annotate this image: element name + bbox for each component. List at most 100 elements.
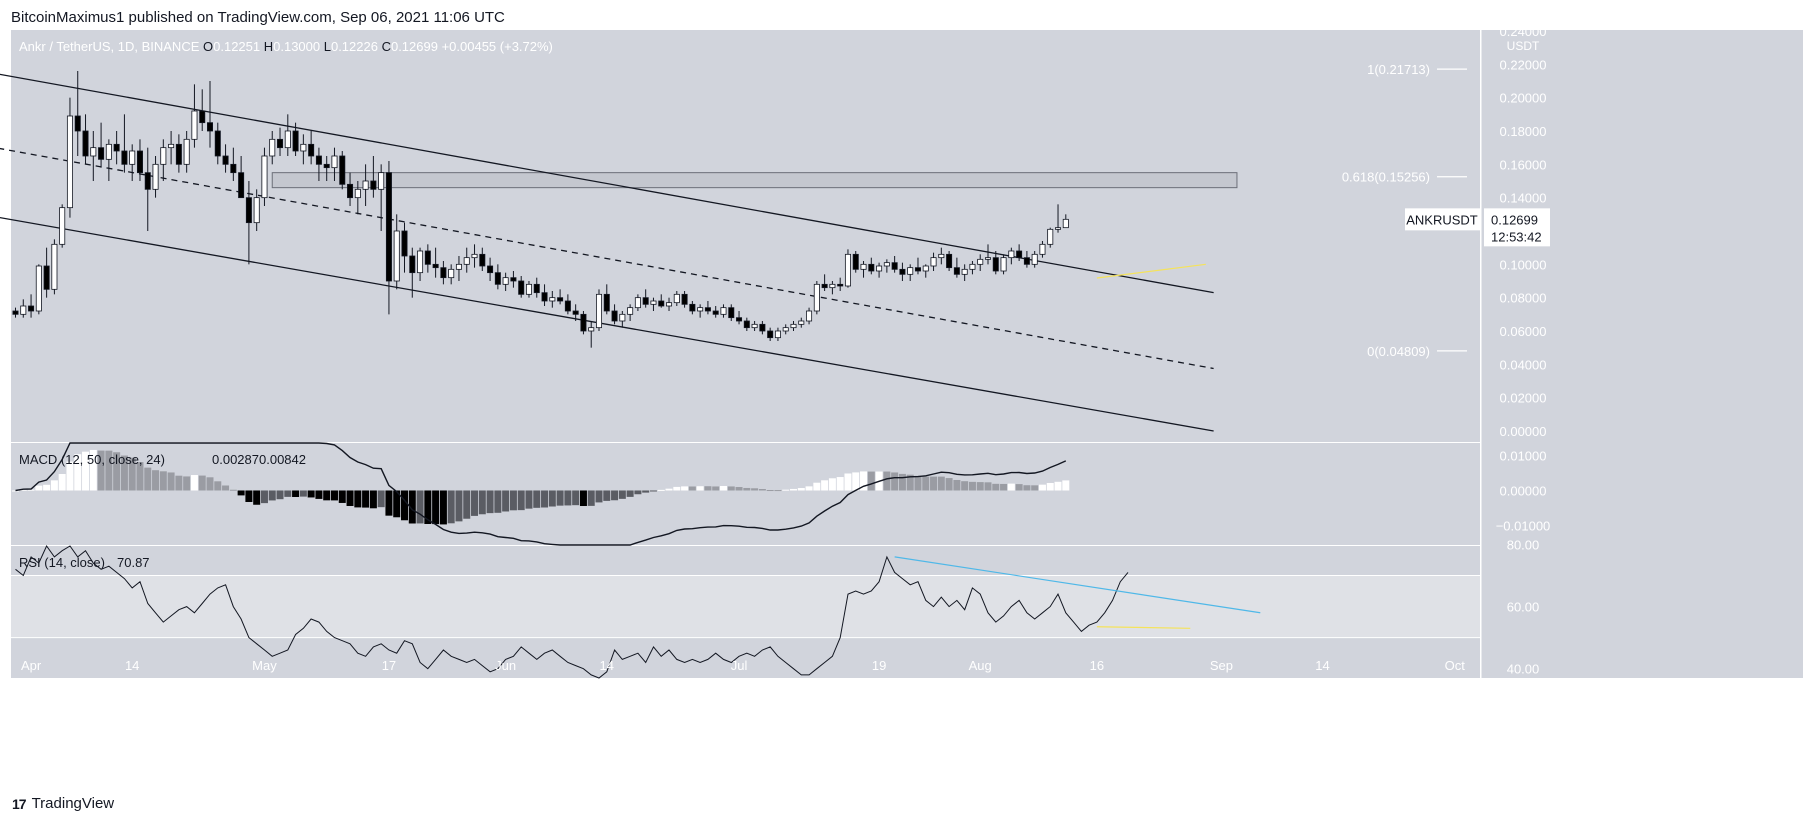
rsi-support-line[interactable] bbox=[1096, 626, 1191, 629]
macd-histogram-bar bbox=[509, 490, 517, 511]
channel-middle-line[interactable] bbox=[0, 144, 1214, 370]
candle-body bbox=[673, 293, 680, 304]
candle-body bbox=[393, 230, 400, 282]
macd-histogram-bar bbox=[50, 480, 58, 491]
price-support-line[interactable] bbox=[1096, 263, 1206, 279]
candle-body bbox=[891, 262, 898, 270]
candle-body bbox=[455, 263, 462, 270]
symbol-legend[interactable]: Ankr / TetherUS, 1D, BINANCE O0.12251 H0… bbox=[19, 39, 553, 54]
candle-body bbox=[424, 250, 431, 265]
macd-histogram-bar bbox=[517, 490, 525, 511]
macd-histogram-bar bbox=[315, 490, 323, 499]
macd-histogram-bar bbox=[883, 471, 891, 491]
rsi-trendline[interactable] bbox=[894, 556, 1261, 614]
macd-histogram-bar bbox=[541, 490, 549, 508]
legend-part: 0.12251 bbox=[213, 39, 264, 54]
macd-histogram-bar bbox=[719, 485, 727, 491]
rsi-tick-label: 40.00 bbox=[1507, 662, 1540, 677]
macd-histogram-bar bbox=[19, 489, 27, 491]
macd-histogram-bar bbox=[385, 490, 393, 516]
price-tick-label: 0.00000 bbox=[1500, 424, 1547, 439]
candle-body bbox=[269, 138, 276, 157]
candle-body bbox=[1062, 218, 1069, 229]
candle-body bbox=[580, 313, 587, 332]
candle-body bbox=[66, 115, 73, 209]
candle-body bbox=[1055, 227, 1062, 230]
price-tick-label: 0.08000 bbox=[1500, 291, 1547, 306]
macd-histogram-bar bbox=[906, 474, 914, 491]
candle-body bbox=[168, 143, 175, 149]
candle-body bbox=[759, 323, 766, 332]
macd-histogram-bar bbox=[471, 490, 479, 516]
candle-body bbox=[370, 180, 377, 190]
macd-histogram-bar bbox=[681, 486, 689, 491]
macd-histogram-bar bbox=[603, 490, 611, 501]
fib-level-label: 1(0.21713) bbox=[1367, 62, 1430, 77]
macd-histogram-bar bbox=[595, 490, 603, 503]
candle-body bbox=[977, 258, 984, 265]
candle-body bbox=[12, 310, 19, 315]
macd-histogram-bar bbox=[190, 475, 198, 491]
macd-histogram-bar bbox=[813, 482, 821, 491]
macd-histogram-bar bbox=[860, 471, 868, 491]
macd-histogram-bar bbox=[805, 486, 813, 491]
legend-part: +0.00455 (+3.72%) bbox=[442, 39, 553, 54]
candle-body bbox=[564, 300, 571, 312]
legend-part: C bbox=[382, 39, 391, 54]
macd-histogram-bar bbox=[1007, 483, 1015, 491]
candle-body bbox=[245, 197, 252, 224]
macd-histogram-bar bbox=[82, 451, 90, 491]
macd-histogram-bar bbox=[533, 490, 541, 508]
macd-histogram-bar bbox=[525, 490, 533, 509]
candle-body bbox=[922, 265, 929, 272]
macd-histogram-bar bbox=[43, 484, 51, 491]
candle-body bbox=[689, 303, 696, 312]
candle-body bbox=[650, 300, 657, 305]
channel-upper-line[interactable] bbox=[0, 70, 1214, 294]
time-tick-label: Aug bbox=[969, 658, 992, 673]
macd-histogram-bar bbox=[152, 470, 160, 491]
macd-value-2: 0.00842 bbox=[259, 452, 306, 467]
macd-histogram-bar bbox=[898, 473, 906, 491]
macd-histogram-bar bbox=[828, 478, 836, 491]
footer: 17 TradingView bbox=[12, 795, 114, 812]
candle-body bbox=[844, 253, 851, 287]
candle-body bbox=[323, 163, 330, 169]
macd-line bbox=[15, 442, 1067, 546]
candle-body bbox=[152, 163, 159, 190]
legend-part: O bbox=[203, 39, 213, 54]
price-tick-label: 0.24000 bbox=[1500, 24, 1547, 39]
time-tick-label: May bbox=[252, 658, 277, 673]
footer-brand: TradingView bbox=[31, 795, 115, 812]
macd-histogram-bar bbox=[836, 477, 844, 491]
time-tick-label: Jun bbox=[495, 658, 516, 673]
channel-lower-line[interactable] bbox=[0, 213, 1214, 432]
axes: 0.24000 0.22000 0.20000 0.18000 0.16000 0.140… bbox=[21, 24, 1550, 677]
candle-body bbox=[1023, 257, 1030, 265]
candle-body bbox=[899, 268, 906, 275]
rsi-value: 70.87 bbox=[117, 555, 150, 570]
candle-body bbox=[588, 327, 595, 332]
time-tick-label: Oct bbox=[1445, 658, 1466, 673]
candle-body bbox=[409, 255, 416, 274]
macd-histogram-bar bbox=[120, 455, 128, 491]
rsi-legend-title[interactable]: RSI (14, close) bbox=[19, 555, 105, 570]
candle-body bbox=[743, 320, 750, 329]
rsi-tick-label: 60.00 bbox=[1507, 600, 1540, 615]
macd-histogram-bar bbox=[338, 490, 346, 503]
candle-body bbox=[385, 172, 392, 282]
macd-legend-title[interactable]: MACD (12, 50, close, 24) bbox=[19, 452, 165, 467]
candle-body bbox=[238, 172, 245, 199]
legend-part: L bbox=[324, 39, 331, 54]
time-tick-label: Sep bbox=[1210, 658, 1233, 673]
candle-body bbox=[129, 150, 136, 165]
macd-histogram-bar bbox=[1038, 484, 1046, 491]
macd-histogram-bar bbox=[66, 461, 74, 491]
currency-label: USDT bbox=[1507, 39, 1540, 53]
candle-body bbox=[596, 293, 603, 329]
macd-histogram-bar bbox=[735, 487, 743, 491]
candle-body bbox=[432, 263, 439, 269]
macd-histogram-bar bbox=[455, 490, 463, 522]
candle-body bbox=[946, 253, 953, 269]
